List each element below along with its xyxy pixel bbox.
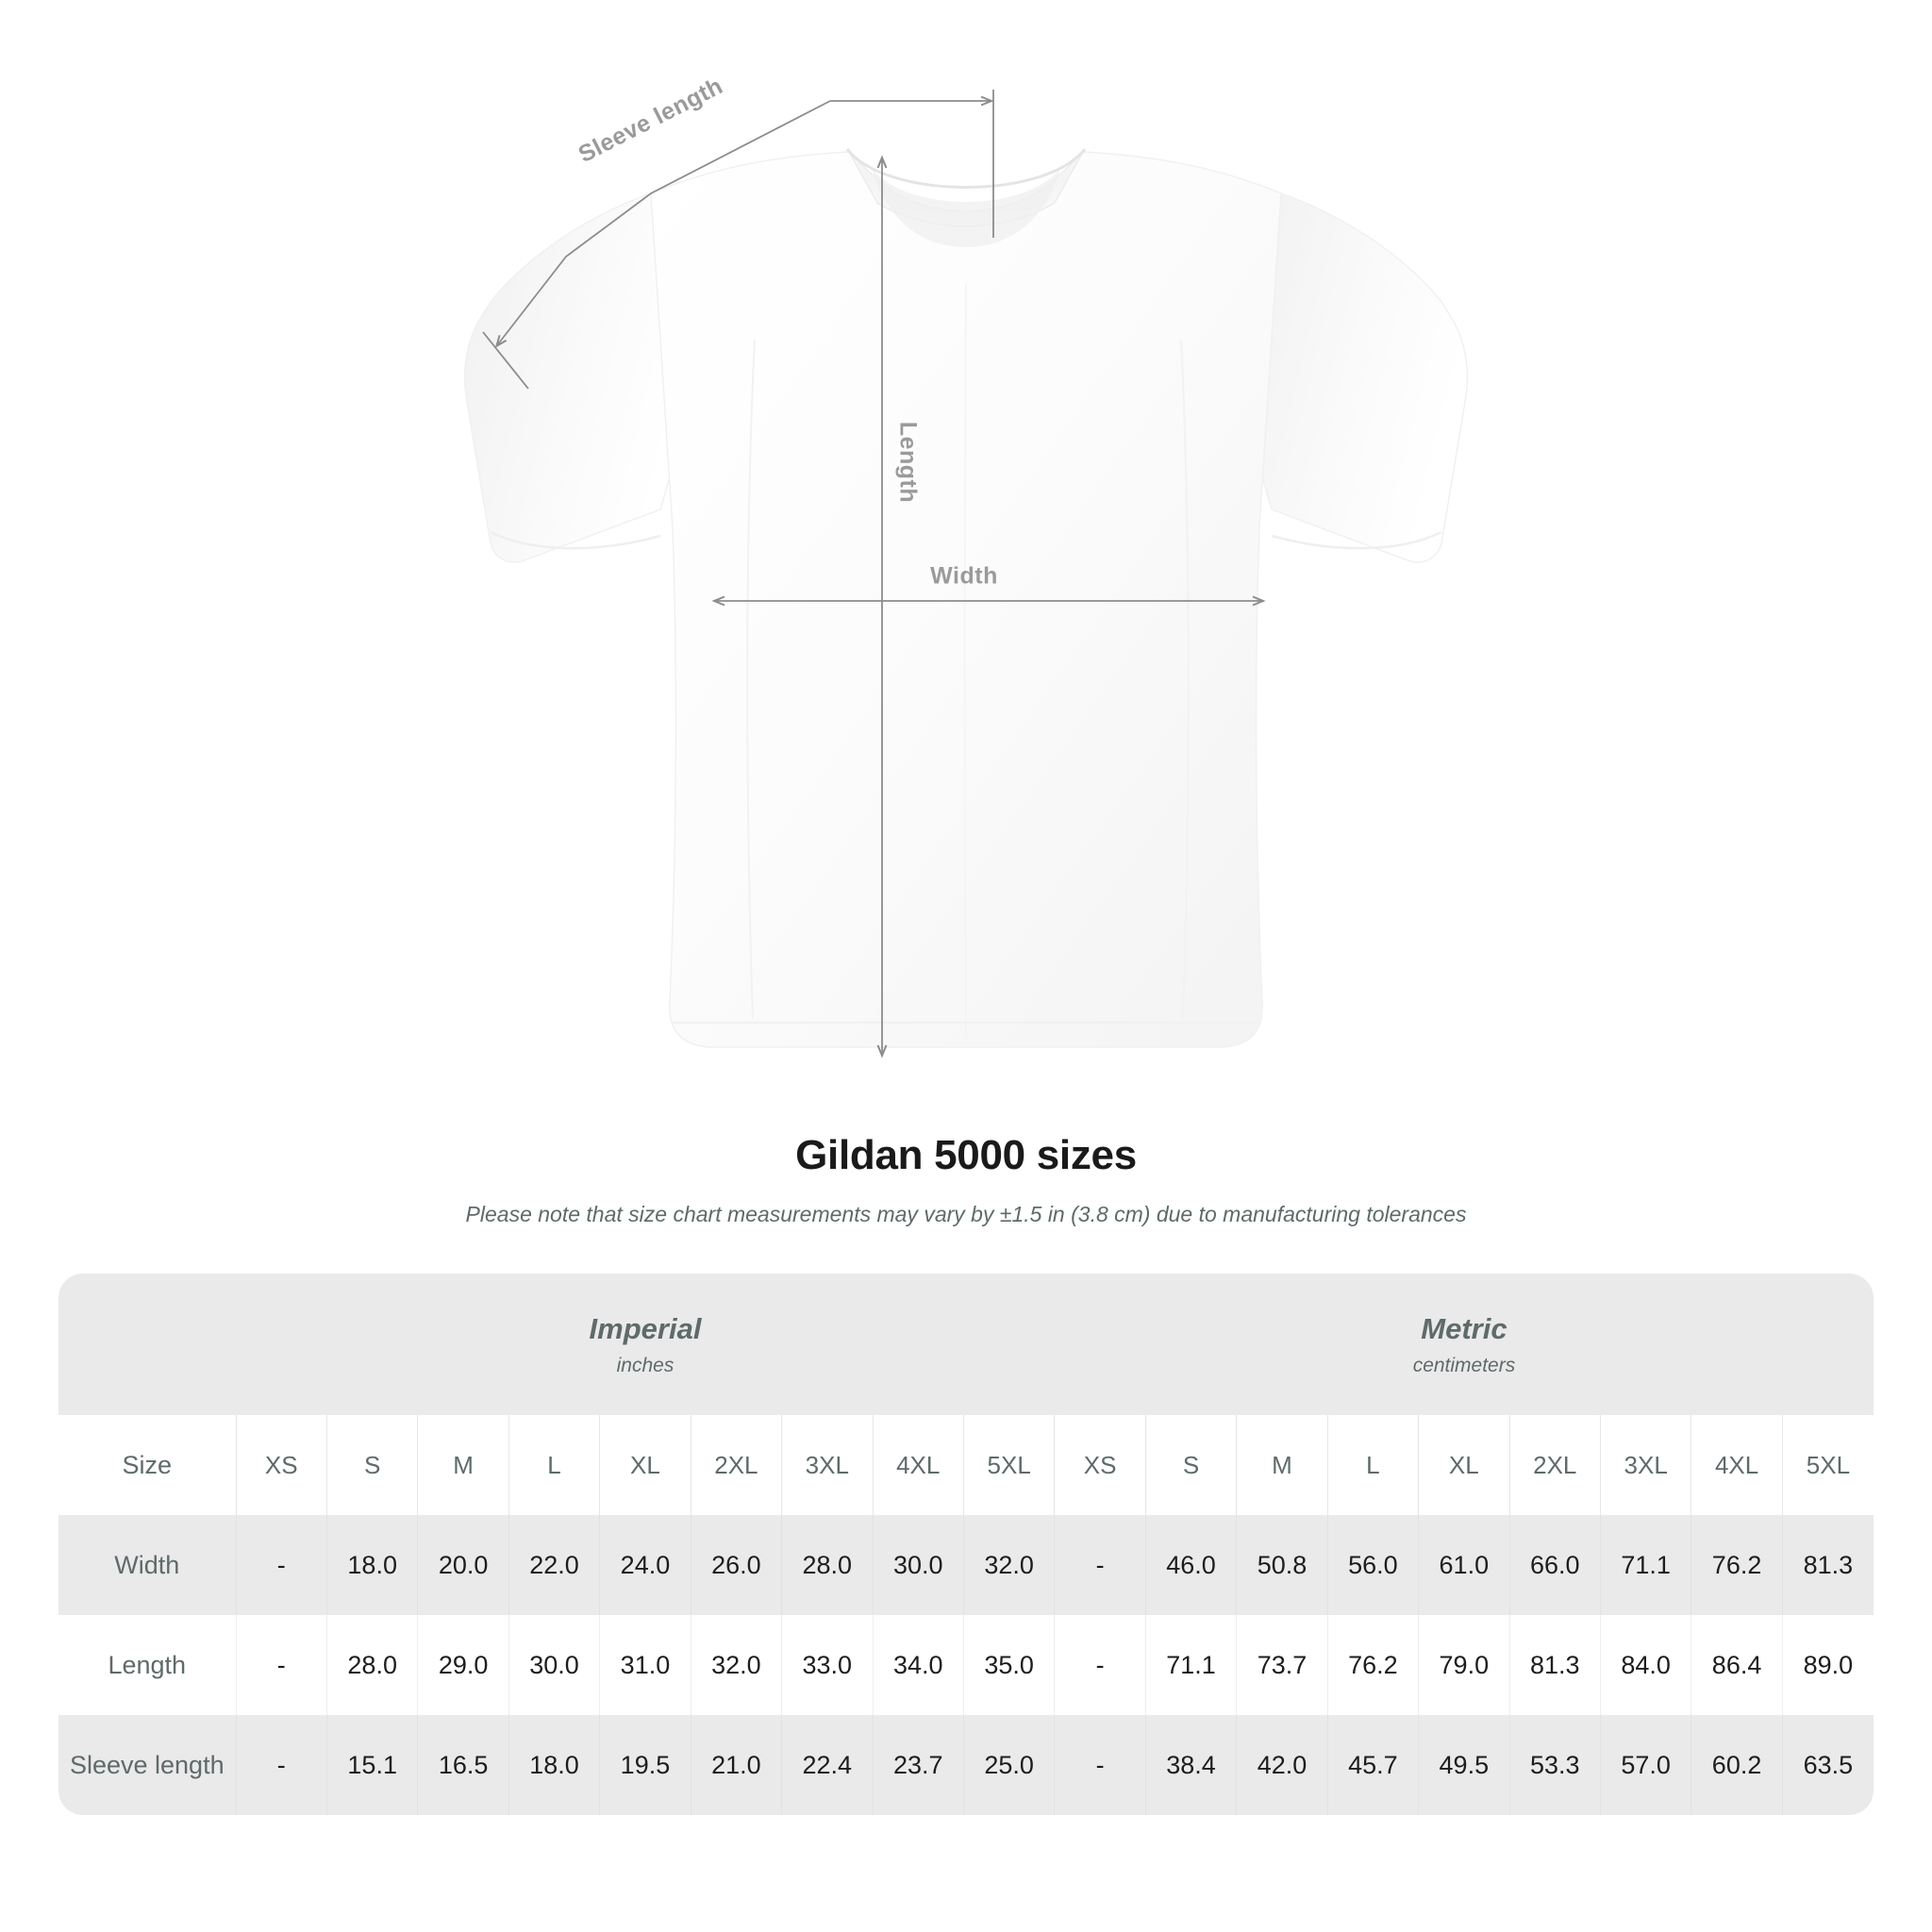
cell-sleeve-length-imperial-s: 15.1 xyxy=(326,1715,419,1815)
cell-length-metric-2xl: 81.3 xyxy=(1509,1615,1601,1715)
sleeve-length-dimension xyxy=(482,90,994,390)
cell-sleeve-length-metric-l: 45.7 xyxy=(1327,1715,1420,1815)
cell-length-imperial-xl: 31.0 xyxy=(599,1615,691,1715)
cell-width-imperial-3xl: 28.0 xyxy=(781,1515,874,1615)
cell-length-imperial-l: 30.0 xyxy=(508,1615,601,1715)
size-header-imperial-5xl: 5XL xyxy=(963,1415,1056,1515)
cell-width-metric-l: 56.0 xyxy=(1327,1515,1420,1615)
cell-width-metric-3xl: 71.1 xyxy=(1600,1515,1692,1615)
cell-width-metric-4xl: 76.2 xyxy=(1690,1515,1783,1615)
size-header-label: Size xyxy=(58,1415,237,1515)
size-header-imperial-4xl: 4XL xyxy=(873,1415,964,1515)
cell-sleeve-length-imperial-2xl: 21.0 xyxy=(691,1715,783,1815)
cell-width-imperial-xl: 24.0 xyxy=(599,1515,691,1615)
cell-sleeve-length-metric-xs: - xyxy=(1054,1715,1146,1815)
cell-width-imperial-s: 18.0 xyxy=(326,1515,419,1615)
cell-width-metric-xs: - xyxy=(1054,1515,1146,1615)
cell-width-metric-s: 46.0 xyxy=(1145,1515,1238,1615)
size-header-imperial-xl: XL xyxy=(599,1415,691,1515)
cell-length-imperial-5xl: 35.0 xyxy=(963,1615,1056,1715)
size-header-metric-m: M xyxy=(1236,1415,1328,1515)
size-header-metric-l: L xyxy=(1327,1415,1420,1515)
size-header-imperial-s: S xyxy=(326,1415,419,1515)
cell-length-imperial-2xl: 32.0 xyxy=(691,1615,783,1715)
size-header-metric-s: S xyxy=(1145,1415,1238,1515)
row-label-width: Width xyxy=(58,1515,237,1615)
unit-row-spacer xyxy=(58,1274,237,1415)
page-subtitle: Please note that size chart measurements… xyxy=(465,1202,1467,1226)
cell-sleeve-length-imperial-3xl: 22.4 xyxy=(781,1715,874,1815)
table-row: Sleeve length -15.1 16.5 18.0 19.5 21.0 22.4 23… xyxy=(58,1715,1874,1815)
size-chart-table-container: Imperial inches Metric centimeters Size XS S M L… xyxy=(58,1274,1874,1815)
unit-system-unit: centimeters xyxy=(1412,1354,1516,1376)
cell-length-metric-5xl: 89.0 xyxy=(1782,1615,1874,1715)
size-header-metric-2xl: 2XL xyxy=(1509,1415,1601,1515)
size-header-imperial-l: L xyxy=(508,1415,601,1515)
size-header-metric-3xl: 3XL xyxy=(1600,1415,1692,1515)
cell-width-imperial-4xl: 30.0 xyxy=(873,1515,964,1615)
shirt-body-shape xyxy=(463,148,1469,1048)
cell-sleeve-length-imperial-4xl: 23.7 xyxy=(873,1715,964,1815)
tshirt-illustration xyxy=(463,90,1469,1058)
cell-length-metric-m: 73.7 xyxy=(1236,1615,1328,1715)
length-label: Length xyxy=(894,421,922,504)
cell-width-imperial-xs: - xyxy=(236,1515,327,1615)
cell-width-imperial-2xl: 26.0 xyxy=(691,1515,783,1615)
cell-sleeve-length-imperial-xl: 19.5 xyxy=(599,1715,691,1815)
cell-length-metric-xl: 79.0 xyxy=(1418,1615,1510,1715)
cell-sleeve-length-metric-xl: 49.5 xyxy=(1418,1715,1510,1815)
row-label-length: Length xyxy=(58,1615,237,1715)
cell-width-metric-xl: 61.0 xyxy=(1418,1515,1510,1615)
size-chart-table: Imperial inches Metric centimeters Size XS S M L… xyxy=(58,1274,1874,1815)
size-header-imperial-m: M xyxy=(417,1415,509,1515)
cell-sleeve-length-metric-s: 38.4 xyxy=(1145,1715,1238,1815)
unit-system-cell-imperial: Imperial inches xyxy=(236,1274,1055,1415)
cell-length-metric-4xl: 86.4 xyxy=(1690,1615,1783,1715)
cell-sleeve-length-imperial-xs: - xyxy=(236,1715,327,1815)
cell-width-metric-5xl: 81.3 xyxy=(1782,1515,1874,1615)
cell-sleeve-length-metric-3xl: 57.0 xyxy=(1600,1715,1692,1815)
cell-sleeve-length-metric-2xl: 53.3 xyxy=(1509,1715,1601,1815)
row-label-sleeve-length: Sleeve length xyxy=(58,1715,237,1815)
cell-length-metric-s: 71.1 xyxy=(1145,1615,1238,1715)
size-header-metric-xs: XS xyxy=(1054,1415,1146,1515)
size-header-metric-4xl: 4XL xyxy=(1690,1415,1783,1515)
title-block: Gildan 5000 sizes Please note that size … xyxy=(0,1132,1932,1227)
tshirt-diagram: Sleeve length Length Width xyxy=(463,73,1469,1058)
cell-sleeve-length-imperial-l: 18.0 xyxy=(508,1715,601,1815)
cell-length-imperial-4xl: 34.0 xyxy=(873,1615,964,1715)
cell-width-imperial-l: 22.0 xyxy=(508,1515,601,1615)
cell-length-imperial-3xl: 33.0 xyxy=(781,1615,874,1715)
cell-sleeve-length-imperial-5xl: 25.0 xyxy=(963,1715,1056,1815)
cell-length-metric-3xl: 84.0 xyxy=(1600,1615,1692,1715)
page-title: Gildan 5000 sizes xyxy=(795,1132,1137,1178)
unit-system-name: Imperial xyxy=(589,1312,702,1346)
unit-system-unit: inches xyxy=(616,1354,675,1376)
cell-sleeve-length-metric-m: 42.0 xyxy=(1236,1715,1328,1815)
cell-length-imperial-m: 29.0 xyxy=(417,1615,509,1715)
size-header-imperial-2xl: 2XL xyxy=(691,1415,783,1515)
size-header-imperial-xs: XS xyxy=(236,1415,327,1515)
cell-width-metric-m: 50.8 xyxy=(1236,1515,1328,1615)
cell-width-imperial-5xl: 32.0 xyxy=(963,1515,1056,1615)
cell-width-metric-2xl: 66.0 xyxy=(1509,1515,1601,1615)
cell-sleeve-length-metric-4xl: 60.2 xyxy=(1690,1715,1783,1815)
unit-system-cell-metric: Metric centimeters xyxy=(1054,1274,1874,1415)
cell-length-imperial-xs: - xyxy=(236,1615,327,1715)
unit-system-name: Metric xyxy=(1421,1312,1507,1346)
table-row: Width -18.0 20.0 22.0 24.0 26.0 28.0 30.0 32.0-4… xyxy=(58,1515,1874,1615)
cell-length-metric-l: 76.2 xyxy=(1327,1615,1420,1715)
cell-sleeve-length-metric-5xl: 63.5 xyxy=(1782,1715,1874,1815)
cell-sleeve-length-imperial-m: 16.5 xyxy=(417,1715,509,1815)
size-header-row: Size XS S M L XL 2XL 3XL 4XL 5XL XS S M L XL 2XL 3XL 4XL 5… xyxy=(58,1415,1874,1515)
size-header-metric-xl: XL xyxy=(1418,1415,1510,1515)
size-header-metric-5xl: 5XL xyxy=(1782,1415,1874,1515)
cell-width-imperial-m: 20.0 xyxy=(417,1515,509,1615)
width-label: Width xyxy=(930,562,998,590)
size-header-imperial-3xl: 3XL xyxy=(781,1415,874,1515)
table-row: Length -28.0 29.0 30.0 31.0 32.0 33.0 34.0 35.0-… xyxy=(58,1615,1874,1715)
cell-length-imperial-s: 28.0 xyxy=(326,1615,419,1715)
unit-system-row: Imperial inches Metric centimeters xyxy=(58,1274,1874,1415)
cell-length-metric-xs: - xyxy=(1054,1615,1146,1715)
